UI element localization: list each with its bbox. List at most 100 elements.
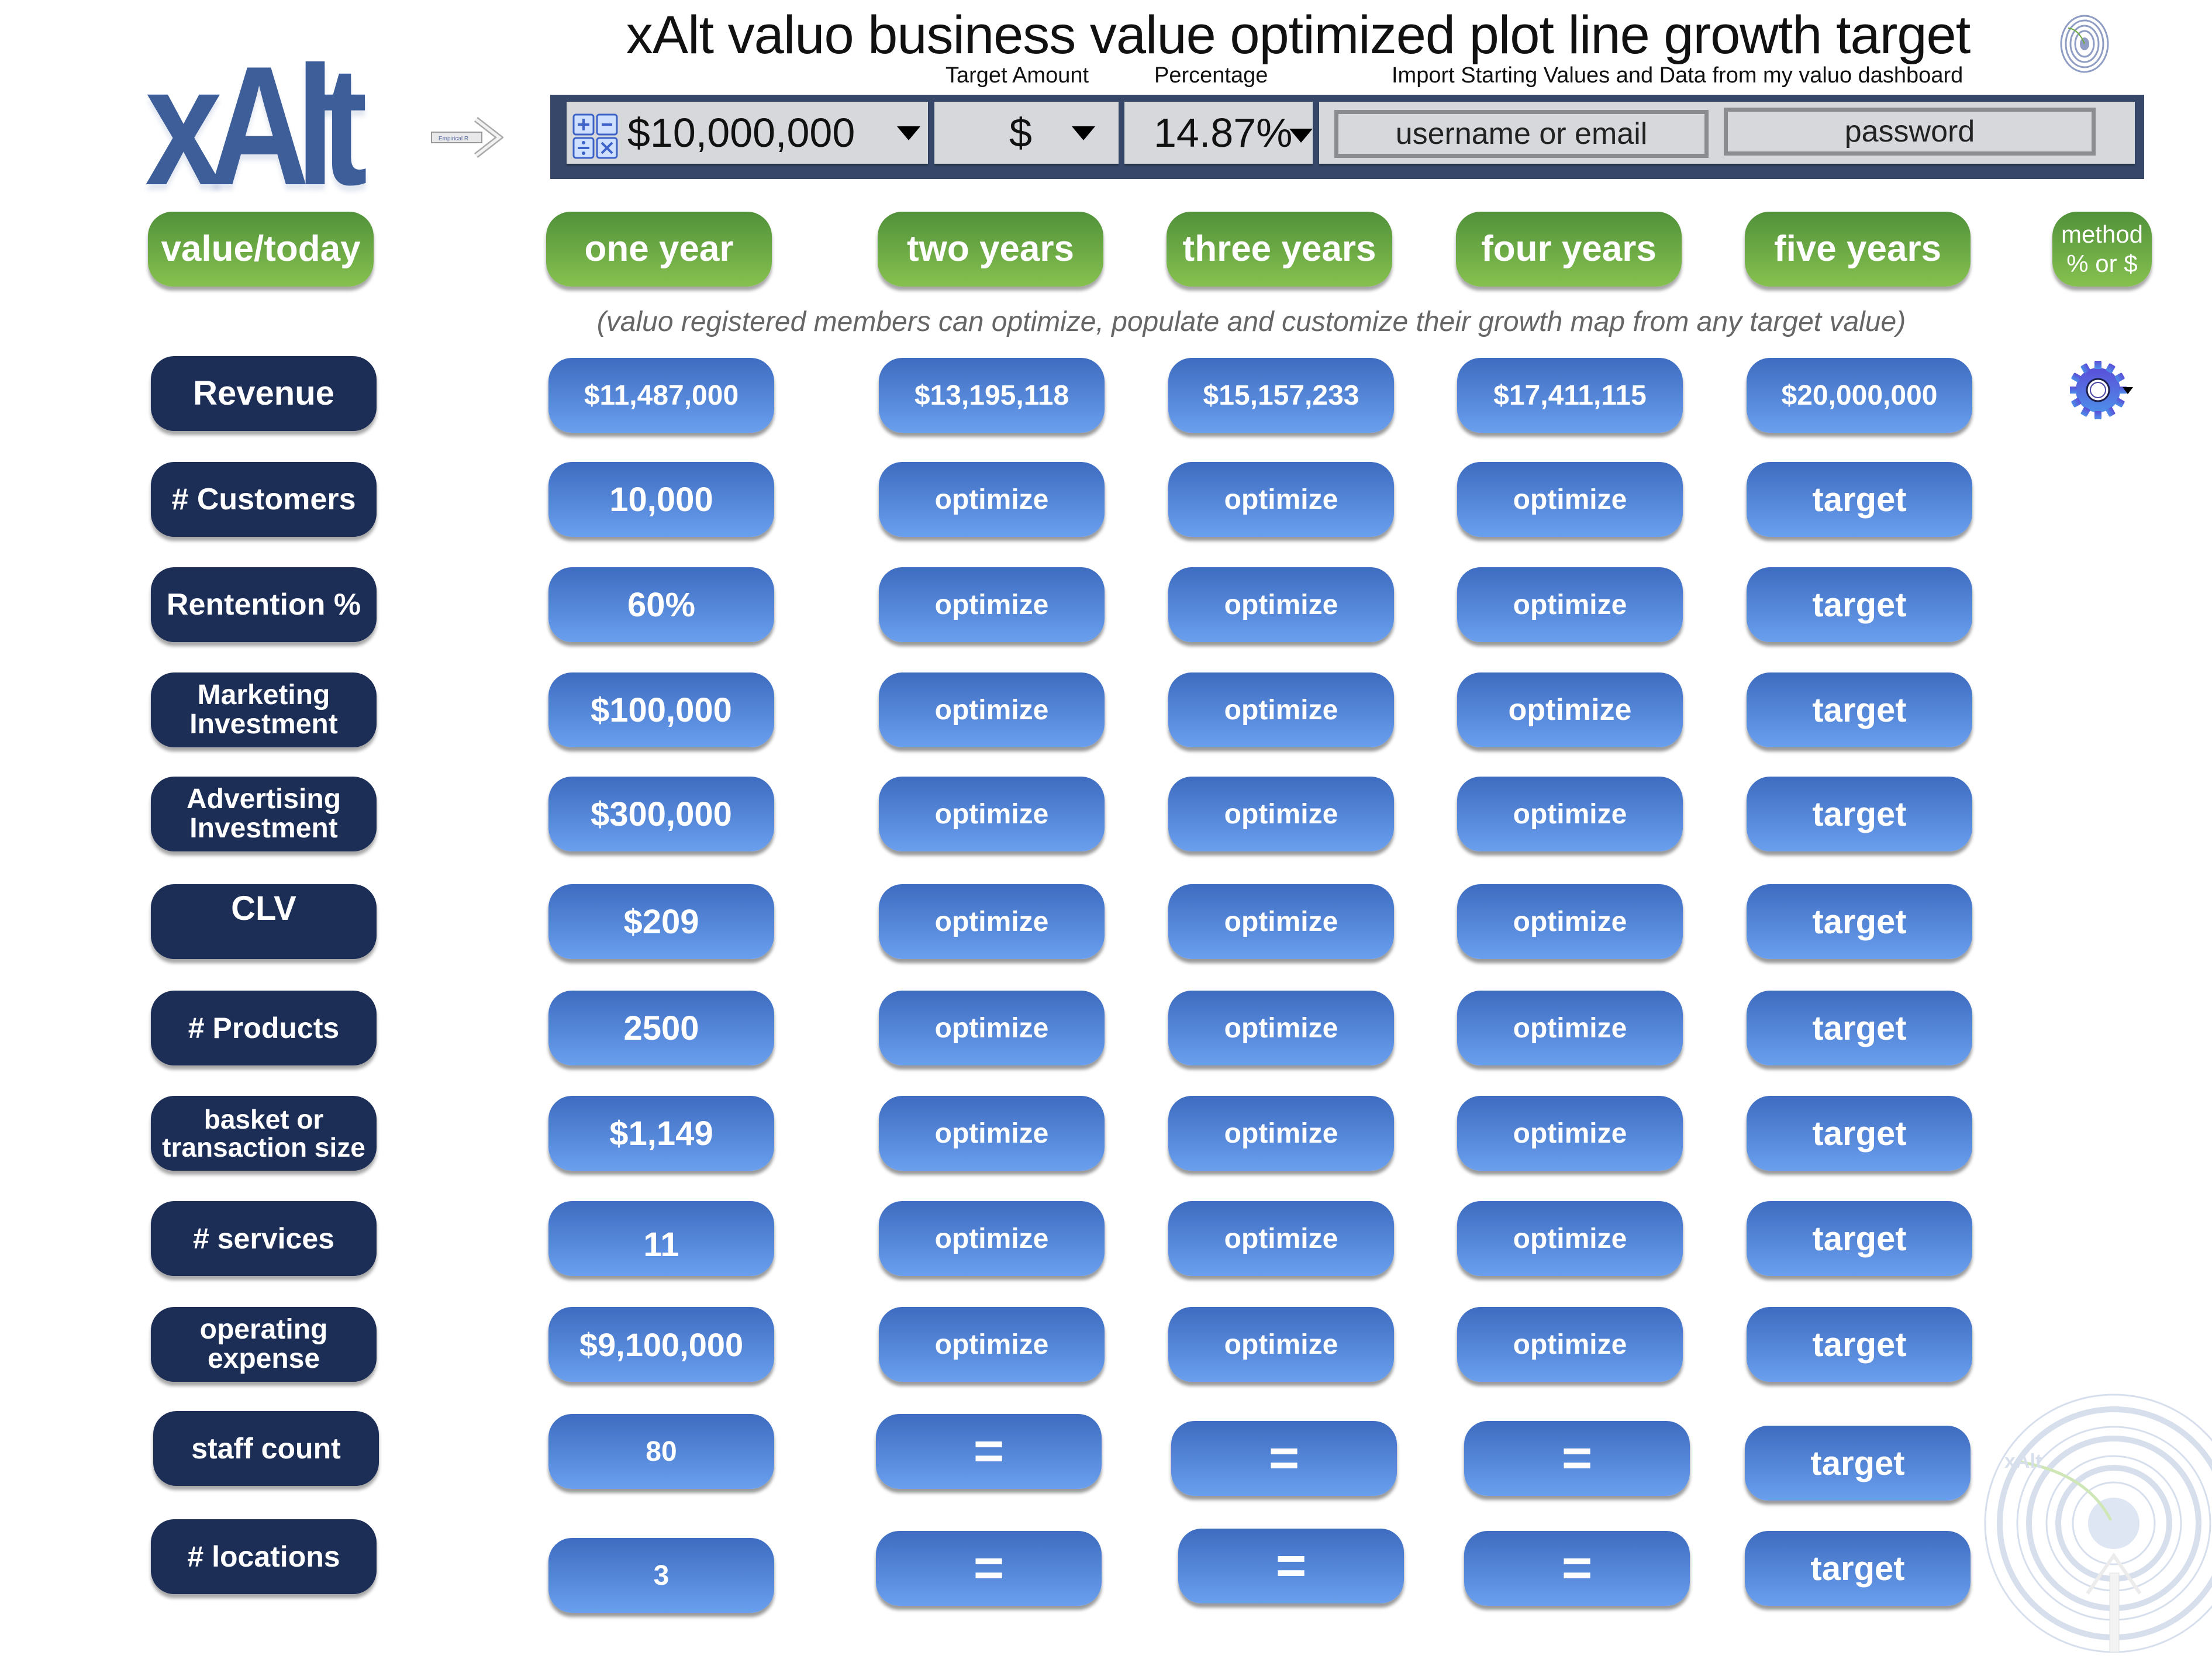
cell-advertising-y5[interactable]: target [1747,777,1972,851]
column-five-years[interactable]: five years [1745,212,1971,287]
chevron-down-icon [897,126,920,140]
cell-products-y2[interactable]: optimize [879,991,1105,1065]
cell-locations-y2[interactable]: = [876,1531,1102,1606]
cell-products-y5[interactable]: target [1747,991,1972,1065]
column-today[interactable]: value/today [148,212,374,287]
cell-products-y4[interactable]: optimize [1457,991,1683,1065]
target-watermark-icon: xAlt [1984,1394,2212,1653]
row-label-basket-size[interactable]: basket or transaction size [151,1096,377,1171]
cell-clv-y2[interactable]: optimize [879,884,1105,959]
cell-revenue-y1[interactable]: $11,487,000 [548,358,774,433]
row-label-customers[interactable]: # Customers [151,462,377,537]
row-label-locations[interactable]: # locations [151,1519,377,1594]
cell-basket-y5[interactable]: target [1747,1096,1972,1171]
cell-customers-y2[interactable]: optimize [879,462,1105,537]
cell-revenue-y5[interactable]: $20,000,000 [1747,358,1972,433]
row-label-operating-expense[interactable]: operating expense [151,1307,377,1382]
cell-staff-y5[interactable]: target [1745,1426,1971,1501]
row-label-services[interactable]: # services [151,1201,377,1276]
cell-locations-y1[interactable]: 3 [548,1538,774,1613]
target-amount-dropdown[interactable]: $10,000,000 [567,102,928,164]
cell-marketing-y1[interactable]: $100,000 [548,672,774,747]
import-label: Import Starting Values and Data from my … [1392,63,1963,88]
percentage-value: 14.87% [1154,110,1293,156]
cell-services-y1[interactable]: 11 [548,1201,774,1276]
page-title: xAlt valuo business value optimized plot… [626,5,1971,65]
calculator-icon [572,113,618,159]
cell-marketing-y4[interactable]: optimize [1457,672,1683,747]
column-three-years[interactable]: three years [1167,212,1392,287]
cell-basket-y4[interactable]: optimize [1457,1096,1683,1171]
cell-revenue-y2[interactable]: $13,195,118 [879,358,1105,433]
cell-products-y1[interactable]: 2500 [548,991,774,1065]
percentage-dropdown[interactable]: 14.87% [1124,102,1313,164]
cell-retention-y3[interactable]: optimize [1168,567,1394,642]
cell-revenue-y4[interactable]: $17,411,115 [1457,358,1683,433]
cell-clv-y5[interactable]: target [1747,884,1972,959]
cell-services-y3[interactable]: optimize [1168,1201,1394,1276]
column-four-years[interactable]: four years [1456,212,1682,287]
cell-revenue-y3[interactable]: $15,157,233 [1168,358,1394,433]
chevron-down-icon [1289,129,1313,143]
cell-advertising-y4[interactable]: optimize [1457,777,1683,851]
cell-customers-y5[interactable]: target [1747,462,1972,537]
cell-clv-y1[interactable]: $209 [548,884,774,959]
xalt-logo: xAlt [145,31,367,220]
row-label-marketing[interactable]: Marketing Investment [151,672,377,747]
cell-retention-y1[interactable]: 60% [548,567,774,642]
row-label-products[interactable]: # Products [151,991,377,1065]
row-label-clv[interactable]: CLV [151,884,377,959]
members-note: (valuo registered members can optimize, … [596,306,1906,337]
cell-services-y2[interactable]: optimize [879,1201,1105,1276]
cell-retention-y4[interactable]: optimize [1457,567,1683,642]
cell-retention-y5[interactable]: target [1747,567,1972,642]
username-input[interactable]: username or email [1334,110,1709,158]
currency-dropdown[interactable]: $ [934,102,1119,164]
row-label-retention[interactable]: Rentention % [151,567,377,642]
chevron-down-icon [1072,126,1095,140]
percentage-label: Percentage [1154,63,1268,88]
gear-icon[interactable] [2070,358,2134,422]
cell-customers-y4[interactable]: optimize [1457,462,1683,537]
cell-staff-y3[interactable]: = [1171,1421,1397,1496]
currency-value: $ [1009,110,1032,156]
cell-marketing-y3[interactable]: optimize [1168,672,1394,747]
cell-advertising-y2[interactable]: optimize [879,777,1105,851]
cell-services-y4[interactable]: optimize [1457,1201,1683,1276]
password-input[interactable]: password [1724,108,2096,156]
cell-basket-y2[interactable]: optimize [879,1096,1105,1171]
cell-locations-y4[interactable]: = [1464,1531,1690,1606]
target-toolbar: $10,000,000 $ 14.87% username or email p… [550,95,2144,179]
cell-advertising-y3[interactable]: optimize [1168,777,1394,851]
cell-locations-y5[interactable]: target [1745,1531,1971,1606]
cell-customers-y3[interactable]: optimize [1168,462,1394,537]
cell-opex-y1[interactable]: $9,100,000 [548,1307,774,1382]
cell-opex-y4[interactable]: optimize [1457,1307,1683,1382]
cell-advertising-y1[interactable]: $300,000 [548,777,774,851]
row-label-revenue[interactable]: Revenue [151,356,377,431]
cell-customers-y1[interactable]: 10,000 [548,462,774,537]
column-two-years[interactable]: two years [878,212,1103,287]
cell-clv-y3[interactable]: optimize [1168,884,1394,959]
cell-marketing-y5[interactable]: target [1747,672,1972,747]
method-toggle-button[interactable]: method % or $ [2052,212,2152,287]
cell-services-y5[interactable]: target [1747,1201,1972,1276]
cell-basket-y1[interactable]: $1,149 [548,1096,774,1171]
cell-retention-y2[interactable]: optimize [879,567,1105,642]
cell-products-y3[interactable]: optimize [1168,991,1394,1065]
column-one-year[interactable]: one year [546,212,772,287]
svg-text:Empirical R: Empirical R [439,136,468,142]
cell-staff-y4[interactable]: = [1464,1421,1690,1496]
cell-opex-y3[interactable]: optimize [1168,1307,1394,1382]
cell-staff-y1[interactable]: 80 [548,1414,774,1489]
method-label: method [2061,220,2144,248]
cell-opex-y2[interactable]: optimize [879,1307,1105,1382]
row-label-staff-count[interactable]: staff count [153,1411,379,1486]
cell-opex-y5[interactable]: target [1747,1307,1972,1382]
cell-basket-y3[interactable]: optimize [1168,1096,1394,1171]
row-label-advertising[interactable]: Advertising Investment [151,777,377,851]
cell-marketing-y2[interactable]: optimize [879,672,1105,747]
cell-clv-y4[interactable]: optimize [1457,884,1683,959]
cell-locations-y3[interactable]: = [1178,1529,1404,1603]
cell-staff-y2[interactable]: = [876,1414,1102,1489]
